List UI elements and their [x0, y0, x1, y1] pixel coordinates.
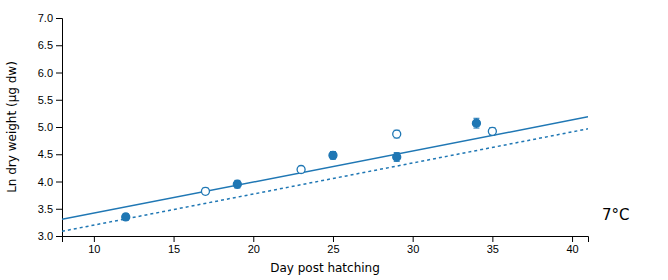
tick: 7.0 [38, 12, 62, 24]
error-bar [123, 214, 129, 221]
tick: 35 [487, 236, 499, 255]
tick-mark [413, 236, 414, 242]
tick: 4.5 [38, 148, 62, 160]
tick: 6.0 [38, 67, 62, 79]
tick-label: 3.0 [38, 230, 53, 242]
regression-line [62, 117, 588, 220]
tick: 25 [327, 236, 339, 255]
tick-mark [56, 73, 62, 74]
tick-mark [174, 236, 175, 242]
x-axis-line [63, 237, 589, 243]
tick-label: 6.5 [38, 39, 53, 51]
tick-label: 35 [487, 243, 499, 255]
open-point [297, 166, 305, 174]
error-bar [473, 118, 479, 128]
tick-label: 5.5 [38, 94, 53, 106]
tick-mark [94, 236, 95, 242]
error-bar [298, 166, 304, 173]
error-bar [234, 180, 240, 188]
tick-label: 40 [566, 243, 578, 255]
tick-mark [572, 236, 573, 242]
tick-label: 3.5 [38, 203, 53, 215]
tick: 4.0 [38, 176, 62, 188]
tick: 10 [88, 236, 100, 255]
tick-label: 4.0 [38, 176, 53, 188]
regression-line [62, 129, 588, 232]
tick-label: 15 [168, 243, 180, 255]
tick-label: 7.0 [38, 12, 53, 24]
tick-label: 25 [327, 243, 339, 255]
tick: 3.5 [38, 203, 62, 215]
tick: 6.5 [38, 39, 62, 51]
tick: 5.5 [38, 94, 62, 106]
filled-point [233, 180, 241, 188]
error-bar [394, 130, 400, 138]
tick: 15 [168, 236, 180, 255]
tick-label: 10 [88, 243, 100, 255]
tick: 40 [566, 236, 578, 255]
plot-area [62, 117, 588, 232]
tick-label: 5.0 [38, 121, 53, 133]
tick: 30 [407, 236, 419, 255]
filled-point [472, 119, 480, 127]
tick-mark [333, 236, 334, 242]
tick-mark [56, 154, 62, 155]
tick-mark [56, 209, 62, 210]
tick-mark [492, 236, 493, 242]
error-bar [489, 128, 495, 136]
error-bar [330, 152, 336, 160]
tick: 20 [248, 236, 260, 255]
y-axis: 3.0 3.5 4.0 4.5 5.0 5.5 6.0 6.5 7.0 [38, 12, 63, 242]
open-point [393, 130, 401, 138]
tick: 3.0 [38, 230, 62, 242]
y-axis-title: Ln dry weight (µg dw) [5, 61, 19, 193]
tick-label: 6.0 [38, 67, 53, 79]
error-bar [394, 153, 400, 162]
tick-label: 30 [407, 243, 419, 255]
tick-mark [56, 182, 62, 183]
y-axis-line [56, 19, 63, 237]
tick-mark [56, 100, 62, 101]
filled-point [329, 151, 337, 159]
x-axis-title: Day post hatching [270, 261, 380, 275]
filled-point [393, 153, 401, 161]
annotation: 7°C [602, 206, 630, 224]
x-axis: 10 15 20 25 30 35 40 [63, 236, 589, 255]
error-bar [202, 188, 208, 195]
tick-mark [253, 236, 254, 242]
filled-point [122, 213, 130, 221]
tick-mark [56, 236, 62, 237]
tick-mark [56, 45, 62, 46]
chart: 10 15 20 25 30 35 40 3.0 3.5 4.0 4.5 5.0 5.5 6.0 6.5 7.… [0, 0, 668, 280]
tick-label: 4.5 [38, 148, 53, 160]
open-point [201, 187, 209, 195]
tick-label: 20 [248, 243, 260, 255]
tick-mark [56, 127, 62, 128]
open-point [488, 127, 496, 135]
tick: 5.0 [38, 121, 62, 133]
tick-mark [56, 18, 62, 19]
